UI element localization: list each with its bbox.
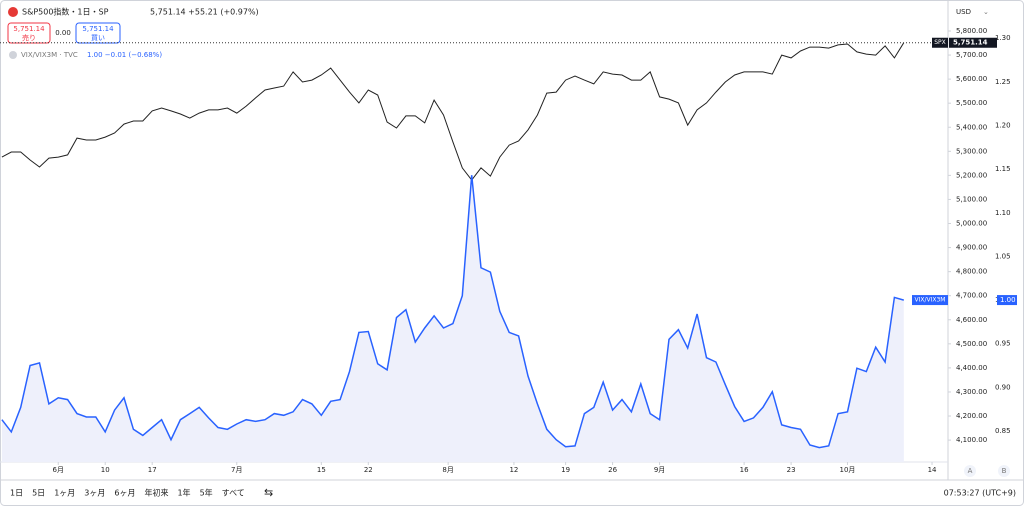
- symbol-icon: [8, 7, 18, 17]
- y2-tick-label: 1.25: [995, 78, 1011, 86]
- y-tick-label: 5,100.00: [956, 195, 987, 203]
- last-value: 5,751.14: [953, 39, 988, 47]
- y-tick-label: 4,800.00: [956, 268, 987, 276]
- buy-button[interactable]: [75, 22, 121, 44]
- x-tick-label: 17: [148, 466, 157, 474]
- x-tick-label: 8月: [442, 466, 453, 474]
- y-tick-label: 4,400.00: [956, 364, 987, 372]
- buy-price: 5,751.14: [82, 25, 114, 33]
- y-tick-label: 4,100.00: [956, 436, 987, 444]
- y2-tick-label: 0.95: [995, 340, 1011, 348]
- x-tick-label: 10: [101, 466, 110, 474]
- x-tick-label: 15: [317, 466, 326, 474]
- y-tick-label: 5,000.00: [956, 220, 987, 228]
- range-button[interactable]: 6ヶ月: [114, 489, 135, 498]
- sell-price: 5,751.14: [13, 25, 45, 33]
- y2-tick-label: 0.85: [995, 427, 1011, 435]
- indicator-icon: [9, 51, 17, 59]
- x-tick-label: 22: [364, 466, 373, 474]
- x-tick-label: 7月: [231, 466, 242, 474]
- clock: 07:53:27 (UTC+9): [944, 489, 1016, 498]
- y-tick-label: 5,200.00: [956, 171, 987, 179]
- last-value-tag: [949, 37, 997, 48]
- spread: 0.00: [55, 29, 71, 37]
- y-tick-label: 4,900.00: [956, 244, 987, 252]
- y-tick-label: 4,500.00: [956, 340, 987, 348]
- y-tick-label: 4,300.00: [956, 388, 987, 396]
- line: [1, 175, 905, 449]
- y-tick-label: 4,200.00: [956, 412, 987, 420]
- x-tick-label: 9月: [654, 466, 665, 474]
- area: [1, 175, 904, 462]
- x-tick-label: 10月: [840, 466, 856, 474]
- range-button[interactable]: すべて: [222, 489, 245, 498]
- symbol: S&P500指数・1日・SP: [22, 7, 109, 17]
- y2-tick-label: 1.20: [995, 121, 1011, 129]
- buy-label: 買い: [91, 34, 105, 42]
- last-value-tag: [997, 295, 1017, 306]
- range-button[interactable]: 1ヶ月: [54, 489, 75, 498]
- y-tick-label: 4,600.00: [956, 316, 987, 324]
- series-tag: [912, 295, 948, 306]
- y-tick-label: 4,700.00: [956, 292, 987, 300]
- x-tick-label: 26: [608, 466, 617, 474]
- y2-tick-label: 0.90: [995, 383, 1011, 391]
- indicator: VIX/VIX3M · TVC: [21, 51, 78, 59]
- sell-button[interactable]: [7, 22, 51, 44]
- currency[interactable]: USD: [956, 8, 971, 16]
- scale-a: A: [968, 467, 973, 475]
- y-tick-label: 5,600.00: [956, 75, 987, 83]
- y2-tick-label: 1.10: [995, 209, 1011, 217]
- range-button[interactable]: 5年: [200, 488, 213, 498]
- x-tick-label: 12: [509, 466, 518, 474]
- series-tag: [932, 37, 948, 48]
- date-range-icon[interactable]: ⇆: [264, 486, 273, 499]
- x-tick-label: 6月: [53, 466, 64, 474]
- y-tick-label: 5,300.00: [956, 147, 987, 155]
- y-tick-label: 5,800.00: [956, 27, 987, 35]
- x-tick-label: 16: [740, 466, 749, 474]
- sell-label: 売り: [22, 33, 36, 42]
- y-tick-label: 5,400.00: [956, 123, 987, 131]
- range-button[interactable]: 年初来: [144, 488, 168, 498]
- y-tick-label: 5,500.00: [956, 99, 987, 107]
- y2-tick-label: 1.05: [995, 252, 1011, 260]
- range-button[interactable]: 3ヶ月: [84, 489, 105, 498]
- range-button[interactable]: 1年: [177, 488, 190, 498]
- line: [1, 42, 905, 181]
- last-value: 1.00: [1000, 296, 1016, 304]
- scale-a-button[interactable]: [964, 465, 976, 477]
- currency-caret: ⌄: [983, 8, 989, 16]
- y2-tick-label: 1.15: [995, 165, 1011, 173]
- quote: 5,751.14 +55.21 (+0.97%): [150, 8, 259, 17]
- x-tick-label: 23: [787, 466, 796, 474]
- series-tag-label: VIX/VIX3M: [915, 297, 946, 304]
- scale-b-button[interactable]: [998, 465, 1010, 477]
- y-tick-label: 5,700.00: [956, 51, 987, 59]
- x-tick-label: 19: [561, 466, 570, 474]
- series-tag-label: SPX: [934, 39, 946, 46]
- indicator-quote: 1.00 −0.01 (−0.68%): [87, 51, 162, 59]
- range-button[interactable]: 1日: [10, 489, 23, 498]
- range-button[interactable]: 5日: [32, 489, 45, 498]
- x-tick-label: 14: [928, 466, 937, 474]
- scale-b: B: [1002, 467, 1007, 475]
- y2-tick-label: 1.30: [995, 34, 1011, 42]
